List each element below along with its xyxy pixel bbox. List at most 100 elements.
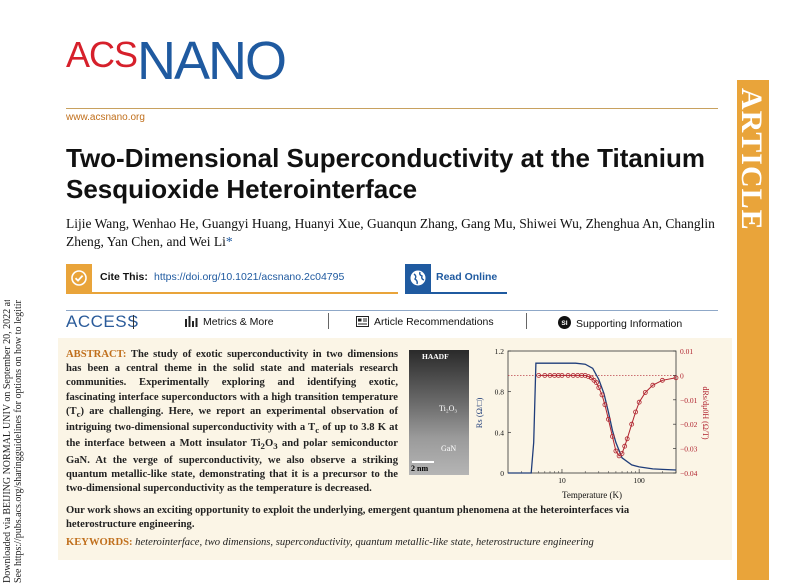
y-tick-label-right: −0.04 [680, 469, 698, 478]
download-notice-line-2: See https://pubs.acs.org/sharingguidelin… [13, 300, 24, 583]
cite-this-box[interactable]: Cite This: https://doi.org/10.1021/acsna… [66, 264, 398, 294]
abstract-sub-c1: c [76, 408, 81, 419]
derivative-point [673, 375, 679, 381]
access-rule [66, 310, 718, 311]
download-notice: Downloaded via BEIJING NORMAL UNIV on Se… [0, 300, 24, 583]
derivative-point [622, 443, 628, 449]
abstract-part-3: of up to 3.8 K at the interface between … [66, 422, 398, 450]
author-list: Lijie Wang, Wenhao He, Guangyi Huang, Hu… [66, 215, 716, 251]
read-online-button[interactable]: Read Online [405, 264, 507, 294]
article-list-icon [356, 316, 369, 327]
access-divider [133, 315, 134, 329]
derivative-point [613, 448, 619, 454]
access-label: ACCESS [66, 312, 139, 331]
derivative-point [602, 402, 608, 408]
derivative-point [624, 436, 630, 442]
derivative-point [547, 373, 553, 378]
derivative-point [536, 373, 542, 378]
derivative-point [616, 453, 622, 459]
haadf-image: HAADF Ti₂O₃ GaN 2 nm [409, 350, 469, 475]
y-tick-label-left: 1.2 [495, 347, 505, 356]
y-tick-label-right: 0 [680, 371, 684, 380]
checkmark-icon [66, 264, 92, 292]
corresponding-author-mark[interactable]: * [225, 234, 233, 249]
authors-text: Lijie Wang, Wenhao He, Guangyi Huang, Hu… [66, 216, 715, 249]
x-tick-label: 10 [558, 476, 566, 485]
y-tick-label-right: −0.03 [680, 445, 698, 454]
abstract-panel [58, 338, 732, 560]
keywords-values: heterointerface, two dimensions, superco… [135, 537, 594, 548]
scale-bar [412, 461, 434, 463]
derivative-point [565, 373, 571, 378]
series-derivative-line [538, 374, 677, 457]
doi-link[interactable]: https://doi.org/10.1021/acsnano.2c04795 [154, 271, 345, 283]
derivative-point [542, 373, 548, 378]
derivative-point [633, 409, 639, 415]
cite-label: Cite This: [100, 271, 148, 283]
derivative-point [659, 377, 665, 383]
toolbar-divider [526, 313, 527, 329]
si-badge-text: SI [561, 320, 567, 327]
keywords-label: KEYWORDS: [66, 537, 133, 548]
toolbar-divider [328, 313, 329, 329]
derivative-point [642, 390, 648, 395]
derivative-point [579, 373, 585, 378]
supporting-info-link[interactable]: SI Supporting Information [558, 316, 682, 330]
layer-label-top: Ti₂O₃ [439, 404, 458, 413]
abstract-sub-c2: c [315, 425, 320, 436]
header-rule [66, 108, 718, 109]
abstract-sub-2: 2 [260, 441, 265, 452]
y-tick-label-left: 0.4 [495, 428, 505, 437]
supporting-info-label: Supporting Information [576, 318, 683, 330]
journal-url[interactable]: www.acsnano.org [66, 112, 145, 123]
y-tick-label-left: 0 [500, 469, 504, 478]
journal-logo[interactable]: ACSNANO [66, 30, 287, 91]
derivative-point [599, 392, 605, 398]
abstract-text: ABSTRACT: The study of exotic supercondu… [66, 348, 398, 496]
x-axis-label: Temperature (K) [562, 490, 622, 500]
derivative-point [556, 373, 561, 378]
logo-nano: NANO [137, 31, 287, 91]
y-tick-label-right: −0.02 [680, 420, 698, 429]
layer-label-bottom: GaN [441, 444, 457, 453]
derivative-point [636, 399, 642, 405]
derivative-point [591, 377, 597, 383]
scale-bar-label: 2 nm [411, 464, 429, 473]
resistance-temperature-chart: 0 0.4 0.8 1.2 0.01 0 −0.01 −0.02 −0.03 −0.04 10 1… [474, 347, 710, 500]
derivative-point [609, 434, 615, 439]
section-label: ARTICLE [735, 88, 768, 231]
logo-acs: ACS [66, 34, 138, 75]
abstract-part-4: and polar semiconductor GaN. At the verg… [66, 438, 398, 495]
derivative-point [570, 373, 576, 378]
abstract-part-1: The study of exotic superconductivity in… [66, 349, 398, 417]
derivative-point [650, 382, 656, 388]
haadf-label: HAADF [422, 352, 449, 361]
article-section-bar: ARTICLE [735, 80, 769, 580]
download-notice-line-1: Downloaded via BEIJING NORMAL UNIV on Se… [2, 300, 13, 583]
metrics-link[interactable]: Metrics & More [185, 316, 274, 328]
abstract-tail: Our work shows an exciting opportunity t… [66, 505, 630, 531]
plot-frame [507, 350, 677, 474]
y-tick-label-right: −0.01 [680, 396, 698, 405]
recommendations-label: Article Recommendations [374, 316, 494, 328]
article-title: Two-Dimensional Superconductivity at the… [66, 143, 705, 204]
derivative-point [588, 375, 594, 381]
abstract-o: O [264, 438, 274, 450]
globe-icon [405, 264, 431, 292]
derivative-point [594, 380, 599, 386]
derivative-point [605, 416, 611, 422]
derivative-point [619, 451, 625, 456]
recommendations-link[interactable]: Article Recommendations [356, 316, 494, 328]
bar-chart-icon [185, 316, 198, 327]
x-tick-label: 100 [634, 476, 646, 485]
derivative-point [586, 374, 591, 379]
y-axis-label-left: Rs (Ω/□) [474, 398, 484, 429]
abstract-part-2: ) are challenging. Here, we report an ex… [66, 405, 398, 434]
y-tick-label-left: 0.8 [495, 388, 505, 397]
y-axis-label-right: dRs/dμ0H (Ω/T) [701, 386, 710, 439]
derivative-point [596, 385, 602, 390]
y-tick-label-right: 0.01 [680, 347, 693, 356]
metrics-label: Metrics & More [203, 316, 274, 328]
abstract-sub-3: 3 [273, 441, 278, 452]
keywords-line: KEYWORDS: heterointerface, two dimension… [66, 537, 594, 548]
